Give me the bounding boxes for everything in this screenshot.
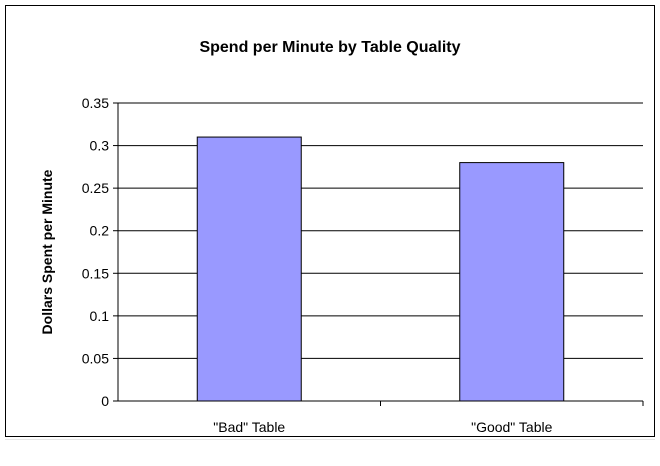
bar [196, 136, 302, 402]
y-tick-label: 0 [101, 393, 109, 409]
bar [459, 162, 565, 402]
x-category-label: "Good" Table [471, 419, 553, 435]
y-axis-label: Dollars Spent per Minute [39, 169, 55, 334]
y-tick-label: 0.05 [82, 350, 109, 366]
chart-title: Spend per Minute by Table Quality [199, 39, 460, 56]
bottom-divider [5, 439, 655, 440]
x-category-label: "Bad" Table [213, 419, 285, 435]
y-tick-label: 0.1 [90, 308, 110, 324]
y-tick-label: 0.3 [90, 138, 110, 154]
y-tick-label: 0.2 [90, 223, 110, 239]
y-tick-label: 0.15 [82, 265, 109, 281]
y-tick-label: 0.35 [82, 95, 109, 111]
y-tick-label: 0.25 [82, 180, 109, 196]
